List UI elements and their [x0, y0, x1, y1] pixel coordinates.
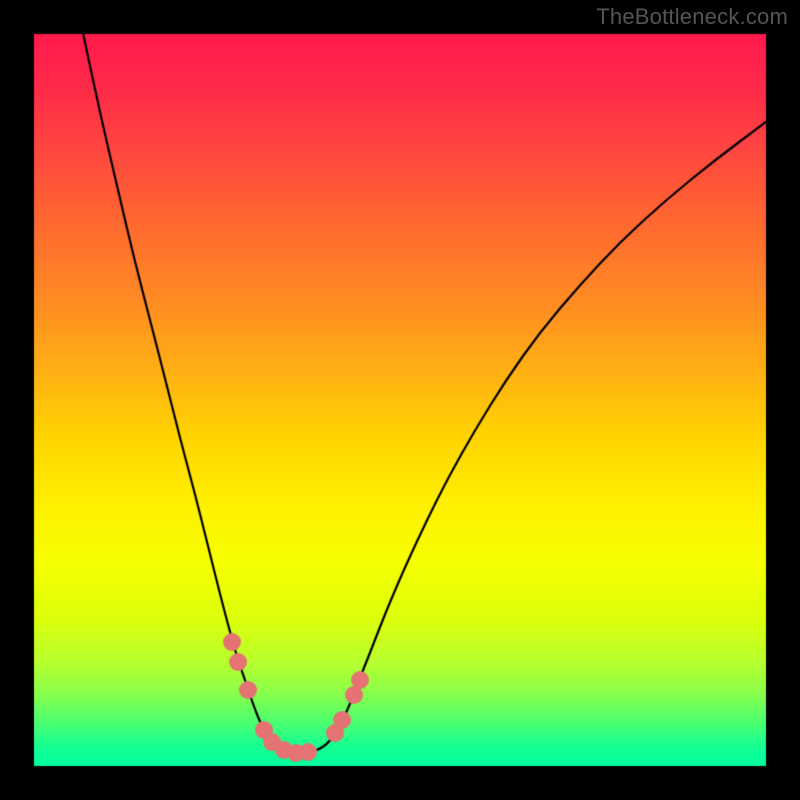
chart-stage: TheBottleneck.com [0, 0, 800, 800]
chart-canvas [0, 0, 800, 800]
watermark-text: TheBottleneck.com [596, 4, 788, 30]
